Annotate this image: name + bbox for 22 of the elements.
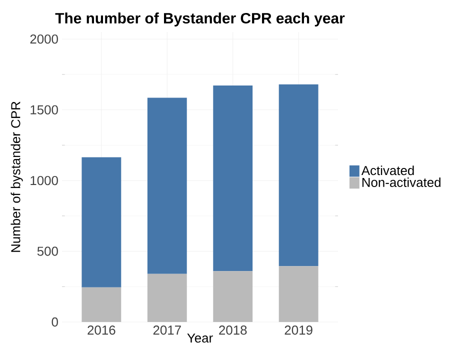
y-axis-title: Number of bystander CPR [10, 102, 23, 252]
y-tick-label: 500 [37, 246, 58, 256]
bar [147, 98, 187, 274]
x-tick-label: 2017 [153, 326, 181, 335]
bar [213, 85, 253, 272]
y-tick-label: 0 [52, 317, 58, 327]
y-tick-label: 2000 [30, 34, 58, 44]
x-tick-label: 2018 [219, 326, 247, 335]
legend-label: Non-activated [362, 177, 440, 188]
legend-label: Activated [361, 166, 414, 176]
bar [147, 274, 187, 322]
chart-title: The number of Bystander CPR each year [55, 12, 345, 26]
x-axis-title: Year [187, 334, 213, 343]
bar [82, 287, 122, 322]
y-tick-label: 1500 [30, 105, 58, 114]
x-tick-label: 2019 [284, 326, 312, 335]
x-tick-label: 2016 [88, 326, 116, 335]
bar [82, 157, 122, 288]
bar [213, 271, 253, 322]
bar [278, 84, 318, 266]
y-tick-label: 1000 [30, 176, 58, 186]
bar [278, 266, 318, 322]
